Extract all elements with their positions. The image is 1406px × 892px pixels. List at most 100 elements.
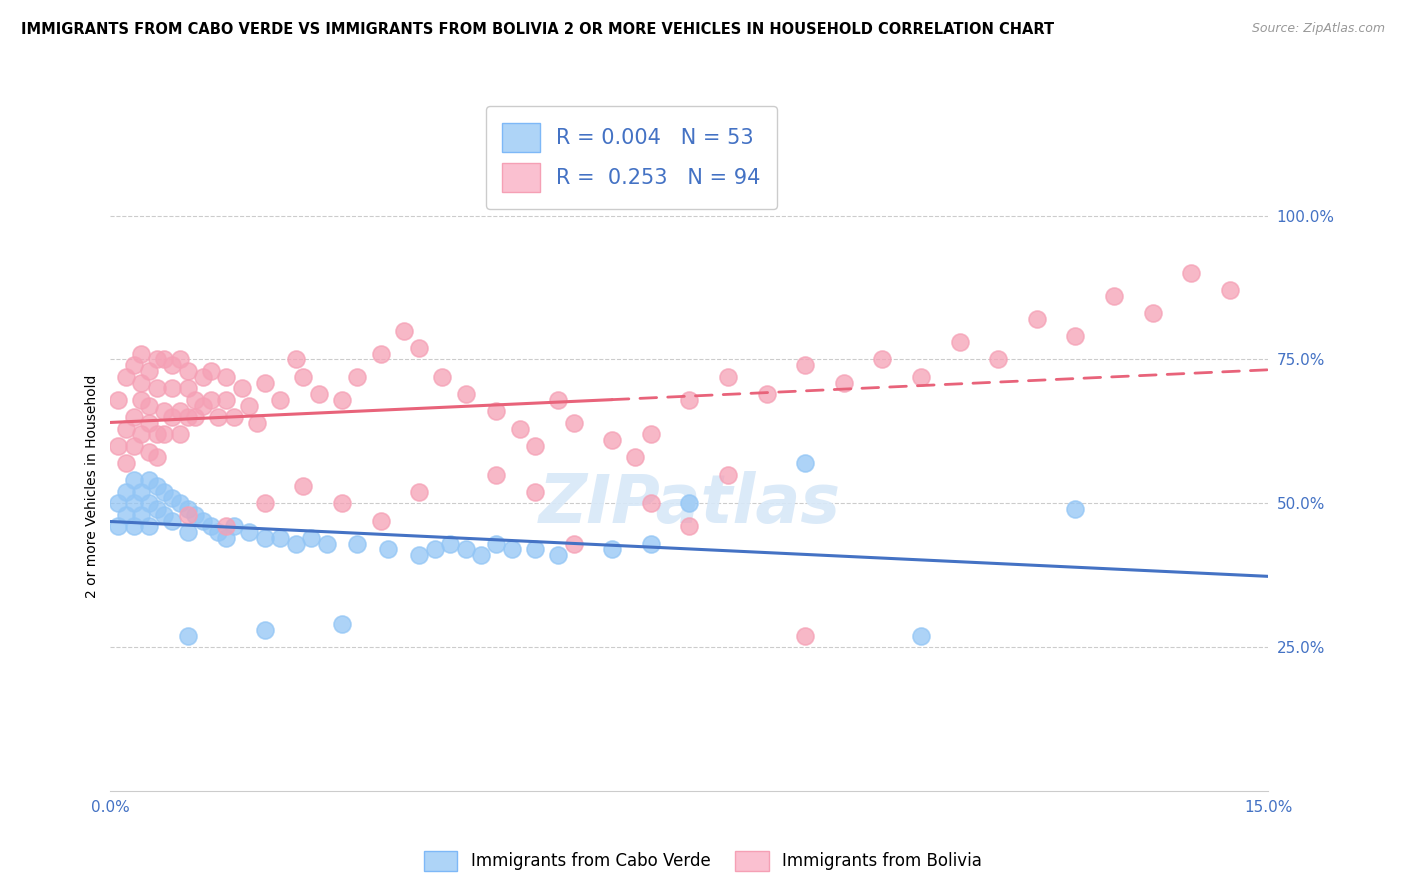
Point <box>370 514 392 528</box>
Point <box>284 352 307 367</box>
Point <box>640 427 662 442</box>
Point <box>176 502 198 516</box>
Point <box>678 392 700 407</box>
Point <box>238 525 260 540</box>
Point <box>115 421 138 435</box>
Point <box>107 496 129 510</box>
Point <box>640 537 662 551</box>
Point <box>122 496 145 510</box>
Point <box>169 404 191 418</box>
Point <box>153 352 176 367</box>
Point <box>145 502 167 516</box>
Point <box>910 369 932 384</box>
Point <box>122 519 145 533</box>
Point <box>330 617 353 632</box>
Point <box>176 410 198 425</box>
Point <box>115 484 138 499</box>
Point <box>200 519 222 533</box>
Point <box>129 427 152 442</box>
Point <box>122 474 145 488</box>
Point <box>253 376 276 390</box>
Point <box>330 496 353 510</box>
Point <box>191 514 214 528</box>
Point <box>794 456 817 470</box>
Point <box>138 444 160 458</box>
Point <box>524 542 547 557</box>
Point <box>176 629 198 643</box>
Point <box>547 392 569 407</box>
Point <box>269 531 291 545</box>
Point <box>246 416 269 430</box>
Point <box>470 548 492 562</box>
Point <box>184 508 207 522</box>
Point <box>1142 306 1164 320</box>
Point <box>153 404 176 418</box>
Point <box>138 399 160 413</box>
Point <box>107 392 129 407</box>
Point <box>370 347 392 361</box>
Point <box>153 508 176 522</box>
Legend: Immigrants from Cabo Verde, Immigrants from Bolivia: Immigrants from Cabo Verde, Immigrants f… <box>416 842 990 880</box>
Point <box>832 376 855 390</box>
Point <box>678 519 700 533</box>
Point <box>145 381 167 395</box>
Point <box>1064 329 1087 343</box>
Point <box>107 519 129 533</box>
Point <box>408 484 430 499</box>
Point <box>129 392 152 407</box>
Point <box>600 433 623 447</box>
Point <box>346 369 368 384</box>
Point <box>910 629 932 643</box>
Point <box>600 542 623 557</box>
Point <box>215 519 238 533</box>
Point <box>215 531 238 545</box>
Point <box>222 410 245 425</box>
Point <box>200 364 222 378</box>
Point <box>949 335 972 350</box>
Point <box>253 623 276 637</box>
Point <box>432 369 454 384</box>
Point <box>640 496 662 510</box>
Point <box>794 358 817 372</box>
Point <box>153 484 176 499</box>
Point <box>392 324 415 338</box>
Point <box>176 508 198 522</box>
Text: ZIPatlas: ZIPatlas <box>538 472 841 537</box>
Point <box>122 439 145 453</box>
Point <box>547 548 569 562</box>
Point <box>129 347 152 361</box>
Point <box>200 392 222 407</box>
Point <box>755 387 778 401</box>
Point <box>129 484 152 499</box>
Point <box>160 358 183 372</box>
Point <box>501 542 523 557</box>
Point <box>138 474 160 488</box>
Point <box>987 352 1010 367</box>
Point <box>138 416 160 430</box>
Point <box>717 369 740 384</box>
Point <box>115 508 138 522</box>
Point <box>160 381 183 395</box>
Point <box>191 369 214 384</box>
Point <box>184 410 207 425</box>
Point <box>169 352 191 367</box>
Point <box>1025 312 1047 326</box>
Point <box>315 537 337 551</box>
Point <box>562 537 585 551</box>
Point <box>115 369 138 384</box>
Point <box>129 376 152 390</box>
Point <box>1102 289 1125 303</box>
Point <box>292 479 315 493</box>
Point <box>678 496 700 510</box>
Point <box>191 399 214 413</box>
Point <box>160 491 183 505</box>
Point <box>794 629 817 643</box>
Point <box>253 531 276 545</box>
Point <box>624 450 647 465</box>
Point <box>509 421 531 435</box>
Point <box>408 548 430 562</box>
Point <box>717 467 740 482</box>
Point <box>1064 502 1087 516</box>
Point <box>160 514 183 528</box>
Point <box>408 341 430 355</box>
